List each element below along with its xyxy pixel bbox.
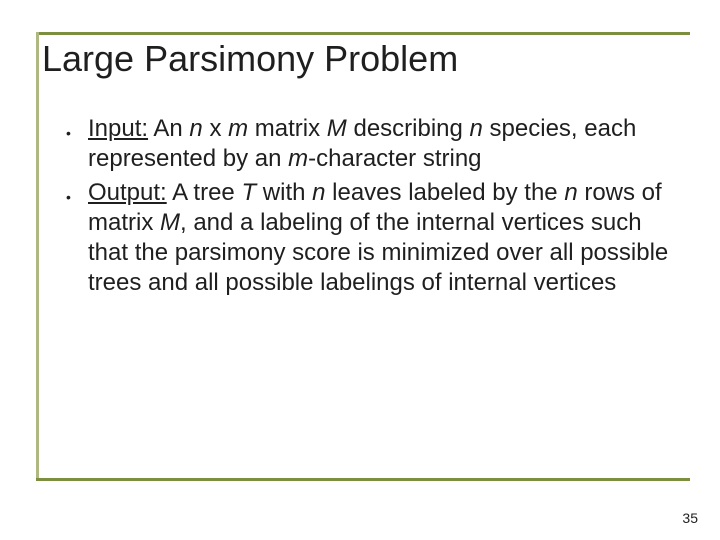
top-rule	[36, 32, 690, 35]
bullet-label: Input:	[88, 115, 148, 142]
bullet-marker: •	[60, 114, 88, 148]
bullet-label: Output:	[88, 179, 167, 206]
left-rule	[36, 32, 39, 480]
bullet-list: • Input: An n x m matrix M describing n …	[60, 114, 670, 302]
list-item: • Input: An n x m matrix M describing n …	[60, 114, 670, 174]
list-item: • Output: A tree T with n leaves labeled…	[60, 178, 670, 298]
bullet-text: Output: A tree T with n leaves labeled b…	[88, 178, 670, 298]
page-number: 35	[682, 510, 698, 526]
bullet-text: Input: An n x m matrix M describing n sp…	[88, 114, 670, 174]
bullet-rest: A tree T with n leaves labeled by the n …	[88, 179, 668, 296]
bullet-marker: •	[60, 178, 88, 212]
bottom-rule	[36, 478, 690, 481]
bullet-rest: An n x m matrix M describing n species, …	[88, 115, 636, 172]
slide: Large Parsimony Problem • Input: An n x …	[0, 0, 720, 540]
slide-title: Large Parsimony Problem	[42, 38, 458, 80]
